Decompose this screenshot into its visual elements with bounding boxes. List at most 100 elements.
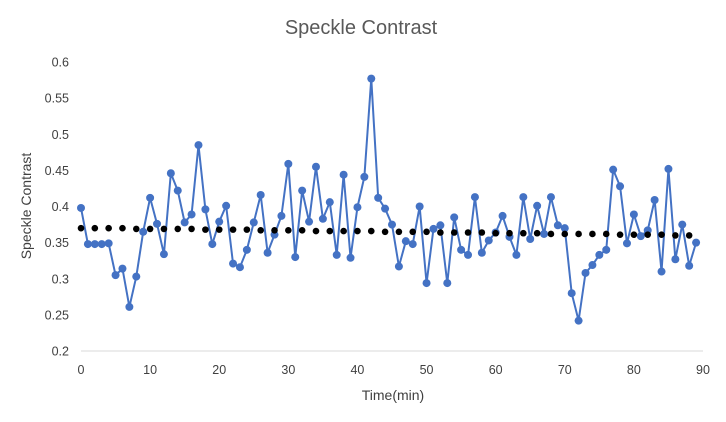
trend-point <box>423 228 430 236</box>
trend-point <box>561 230 569 238</box>
data-point <box>353 203 362 212</box>
data-point <box>291 253 300 262</box>
trend-point <box>298 227 306 234</box>
data-point <box>153 219 162 228</box>
trend-point <box>105 224 112 232</box>
data-point <box>77 203 85 212</box>
trend-point <box>506 229 513 237</box>
data-point <box>692 238 701 247</box>
data-point <box>125 302 134 311</box>
x-tick-label: 60 <box>489 363 503 377</box>
x-tick-label: 80 <box>627 363 641 377</box>
trend-point <box>146 225 154 233</box>
data-point <box>360 172 369 181</box>
data-point <box>318 214 327 223</box>
x-tick-label: 40 <box>350 363 364 377</box>
data-point <box>388 220 396 229</box>
data-point <box>609 165 618 174</box>
trend-point <box>354 227 361 235</box>
trend-point <box>229 226 237 233</box>
trend-point <box>520 229 527 237</box>
data-point <box>187 210 196 219</box>
trend-point <box>478 229 486 236</box>
trend-point <box>202 226 209 233</box>
x-tick-label: 10 <box>143 363 157 377</box>
trend-point <box>77 224 85 232</box>
x-axis-title: Time(min) <box>362 387 424 403</box>
data-point <box>305 217 314 226</box>
data-point <box>657 267 666 276</box>
data-point <box>574 316 583 325</box>
trend-point <box>602 230 610 238</box>
data-point <box>436 221 445 230</box>
data-point <box>284 159 293 168</box>
trend-point <box>658 231 665 238</box>
data-point <box>374 193 383 202</box>
data-point <box>457 245 466 254</box>
data-point <box>519 193 528 202</box>
trend-point <box>215 226 223 233</box>
data-point <box>83 240 92 249</box>
data-point <box>401 237 410 246</box>
data-point <box>602 245 611 254</box>
trend-point <box>367 227 375 235</box>
data-point <box>256 190 265 199</box>
data-point <box>201 205 210 214</box>
x-tick-label: 70 <box>558 363 572 377</box>
trend-point <box>437 229 444 236</box>
data-point <box>90 240 99 249</box>
data-point <box>367 74 376 83</box>
trend-point <box>132 225 140 233</box>
data-point <box>325 198 334 207</box>
y-tick-label: 0.2 <box>52 345 69 359</box>
data-point <box>443 279 452 288</box>
y-axis-ticks: 0.2 0.25 0.3 0.35 0.4 0.45 0.5 0.55 0.6 <box>45 56 69 359</box>
trend-point <box>616 231 624 238</box>
trend-point <box>630 231 638 238</box>
data-point <box>464 250 473 259</box>
data-point <box>132 272 141 281</box>
y-tick-label: 0.6 <box>52 56 69 70</box>
trend-point <box>685 232 693 239</box>
data-point <box>159 250 168 259</box>
data-point <box>277 211 286 220</box>
data-point <box>139 227 148 236</box>
data-point <box>332 250 341 259</box>
trend-point <box>409 228 417 236</box>
data-point <box>526 235 535 244</box>
series-1 <box>77 74 701 325</box>
trend-point <box>395 228 403 236</box>
y-tick-label: 0.35 <box>45 236 69 250</box>
data-point <box>422 279 431 288</box>
x-tick-label: 90 <box>696 363 710 377</box>
data-point <box>146 193 155 202</box>
data-point <box>498 211 507 220</box>
data-point <box>484 236 493 245</box>
series-line <box>80 77 698 322</box>
trend-point <box>119 224 126 232</box>
data-point <box>671 255 680 264</box>
data-point <box>394 262 403 271</box>
trend-point <box>243 226 251 233</box>
y-tick-label: 0.55 <box>45 92 69 106</box>
trend-point <box>340 227 347 235</box>
data-point <box>533 201 542 210</box>
trend-point <box>188 225 195 233</box>
trend-point <box>285 227 292 234</box>
trend-point <box>160 225 168 233</box>
data-point <box>664 164 673 173</box>
trend-point <box>575 230 582 238</box>
y-axis-title: Speckle Contrast <box>18 153 34 260</box>
data-point <box>553 221 562 230</box>
data-point <box>678 220 687 229</box>
data-point <box>595 250 604 259</box>
trend-point <box>464 229 472 236</box>
trend-point <box>644 231 652 238</box>
data-point <box>429 224 438 233</box>
y-tick-label: 0.4 <box>52 200 69 214</box>
data-point <box>118 264 127 273</box>
data-point <box>173 186 182 195</box>
data-point <box>339 170 348 179</box>
data-point <box>242 245 251 254</box>
